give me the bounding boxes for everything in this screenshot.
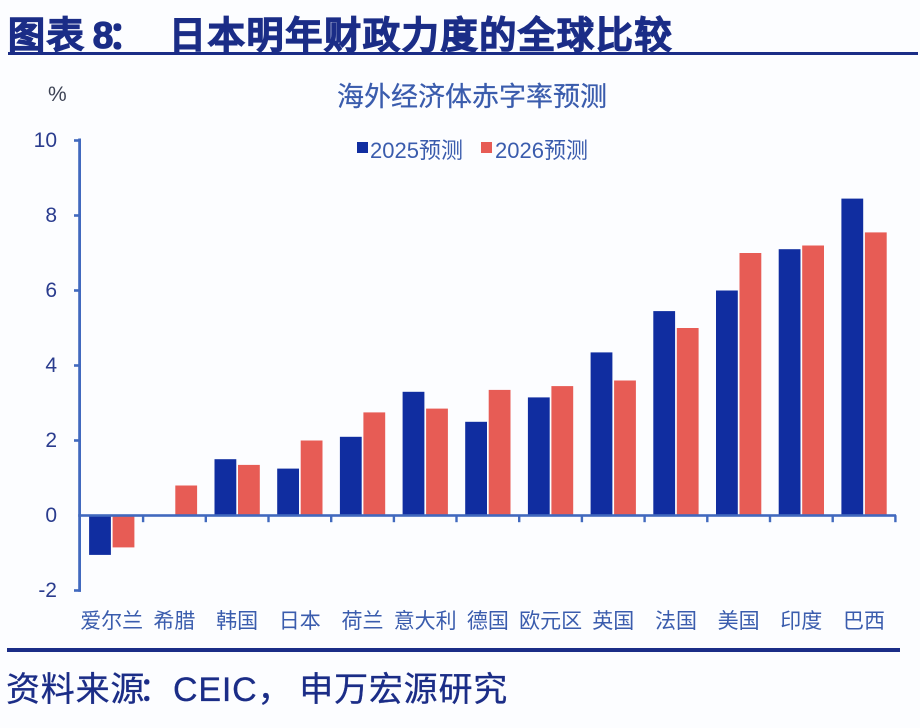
svg-text:德国: 德国 — [467, 610, 509, 633]
svg-text:韩国: 韩国 — [216, 610, 258, 633]
svg-text:爱尔兰: 爱尔兰 — [80, 610, 143, 633]
svg-text:荷兰: 荷兰 — [342, 610, 384, 633]
svg-text:印度: 印度 — [780, 610, 822, 633]
svg-text:-2: -2 — [38, 579, 57, 602]
svg-text:6: 6 — [45, 279, 57, 302]
svg-text:4: 4 — [45, 354, 57, 377]
svg-text:希腊: 希腊 — [153, 610, 195, 633]
svg-text:巴西: 巴西 — [843, 610, 885, 633]
svg-text:10: 10 — [34, 129, 57, 152]
svg-text:意大利: 意大利 — [394, 610, 457, 633]
svg-text:英国: 英国 — [592, 610, 634, 633]
svg-text:法国: 法国 — [655, 610, 697, 633]
svg-text:美国: 美国 — [718, 610, 760, 633]
svg-text:日本: 日本 — [279, 610, 321, 633]
svg-text:2: 2 — [45, 429, 57, 452]
svg-text:8: 8 — [45, 204, 57, 227]
svg-text:欧元区: 欧元区 — [519, 610, 582, 633]
svg-text:0: 0 — [45, 504, 57, 527]
